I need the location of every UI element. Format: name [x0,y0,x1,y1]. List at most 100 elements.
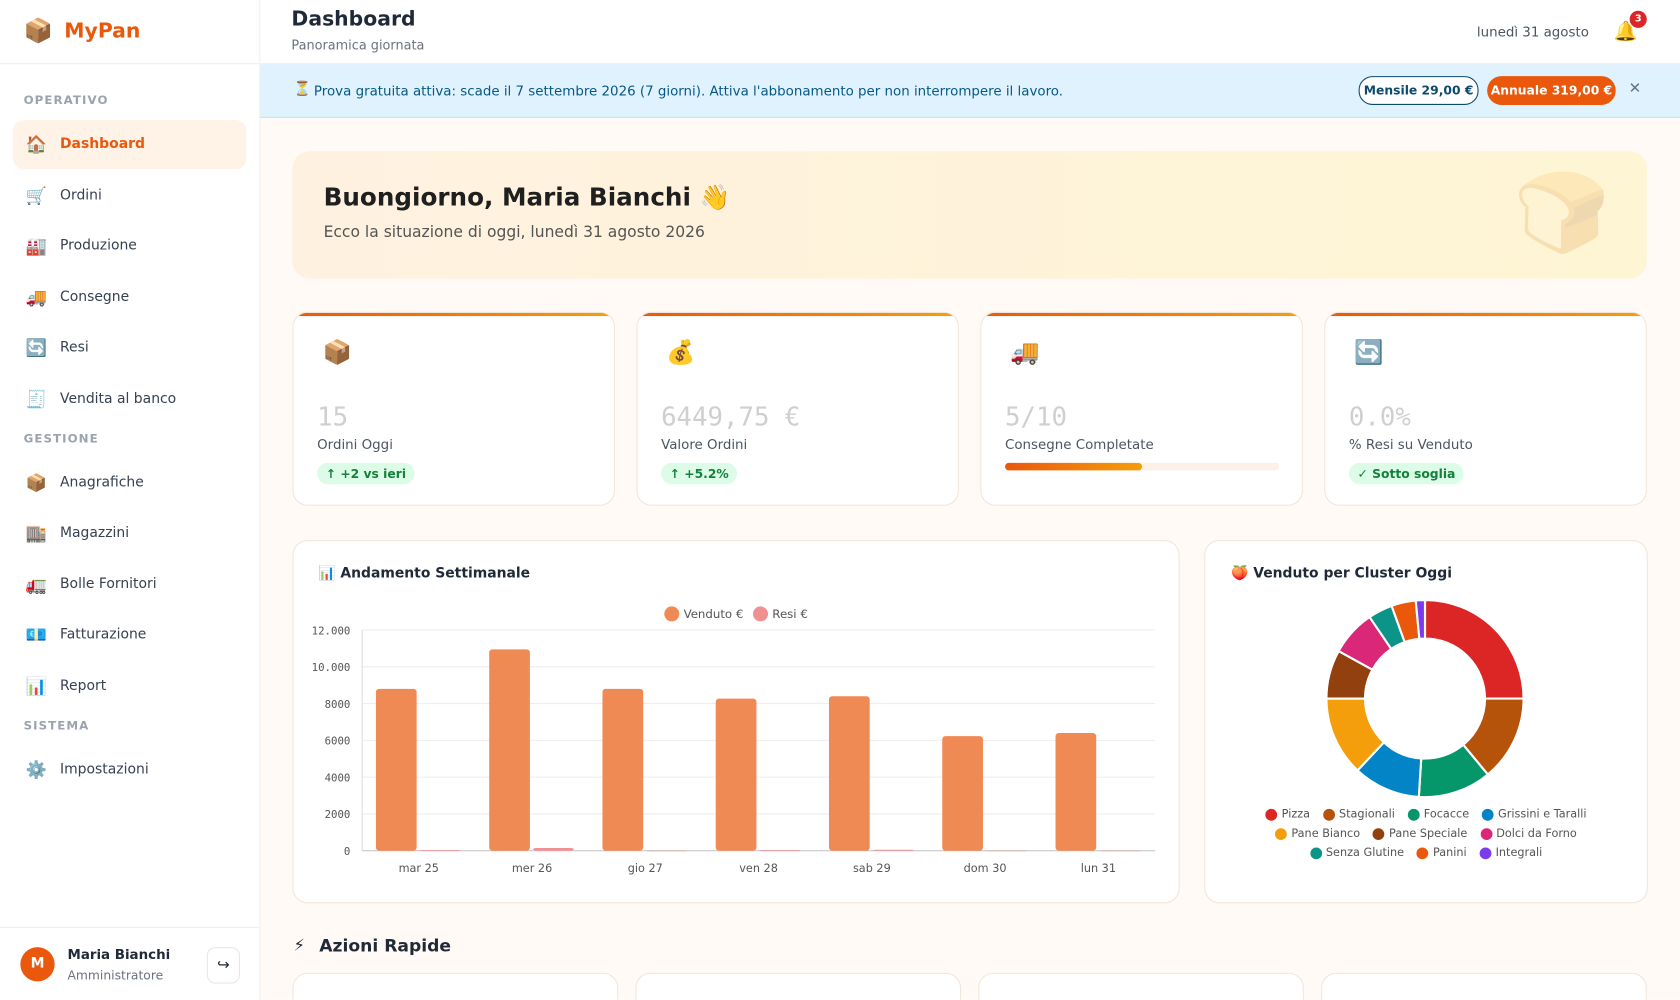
bar [759,849,801,851]
welcome-title: Buongiorno, Maria Bianchi 👋 [323,184,731,213]
stat-accent [981,312,1302,317]
nav-item[interactable]: 📊 Report [13,662,247,711]
stat-badge: ↑ +5.2% [661,462,738,485]
y-tick-label: 4000 [325,771,351,784]
nav-item[interactable]: 🚚 Consegne [13,273,247,322]
bar [489,649,530,851]
nav-item[interactable]: ⚙️ Impostazioni [13,745,247,794]
annual-button[interactable]: Annuale 319,00 € [1487,76,1616,106]
bar [533,847,574,851]
user-name: Maria Bianchi [67,946,171,963]
stat-card: 💰 6449,75 € Valore Ordini ↑ +5.2% [636,311,959,506]
legend-item: Pizza [1265,808,1310,821]
nav-label: Resi [60,340,89,357]
nav-label: Dashboard [60,136,145,153]
pie-card [1204,540,1648,904]
x-tick-label: gio 27 [628,862,663,875]
bell[interactable]: 🔔 [1613,20,1638,43]
nav-icon: 🔄 [25,337,48,359]
bar [828,696,870,851]
logout-button[interactable]: ↪ [206,947,241,984]
nav-label: Vendita al banco [60,391,177,408]
nav-item[interactable]: 🧾 Vendita al banco [13,375,247,424]
nav-icon: 🚛 [25,574,48,595]
legend-swatch [1322,808,1335,821]
brand: MyPan [64,19,141,43]
section-title: GESTIONE [23,431,99,446]
legend-label: Grissini e Taralli [1498,807,1587,821]
nav-item[interactable]: 🔄 Resi [13,324,247,373]
legend-label: Pane Bianco [1291,827,1361,841]
legend-swatch [664,606,680,622]
y-tick-label: 6000 [325,735,351,748]
bar [715,698,757,851]
notification-badge: 3 [1629,10,1647,28]
stat-value: 6449,75 € [661,401,801,432]
nav-label: Anagrafiche [60,474,144,491]
nav-item[interactable]: 🚛 Bolle Fornitori [13,560,247,609]
nav-icon: 🏠 [25,133,48,155]
action-card[interactable] [292,972,619,1000]
legend-label: Pane Speciale [1389,827,1468,841]
stat-label: Ordini Oggi [317,436,393,453]
legend-swatch [1479,846,1492,859]
nav-item[interactable]: 💶 Fatturazione [13,611,247,660]
y-tick-label: 2000 [325,808,351,821]
progress-track [1005,462,1280,471]
nav-label: Consegne [60,289,130,306]
x-tick-label: sab 29 [853,862,891,875]
legend-swatch [1416,846,1429,859]
legend-swatch [1309,846,1322,859]
nav-item[interactable]: 🏭 Produzione [13,222,247,271]
welcome-subtitle: Ecco la situazione di oggi, lunedì 31 ag… [323,223,705,242]
stat-card: 🚚 5/10 Consegne Completate [980,311,1303,506]
nav-icon: 📊 [25,676,48,697]
nav-label: Fatturazione [60,627,147,644]
nav-icon: ⚙️ [25,759,48,780]
stat-accent [1325,312,1646,317]
avatar: M [20,947,55,982]
stat-value: 0.0% [1348,401,1411,432]
nav-label: Report [60,678,107,695]
bar [1055,733,1097,851]
legend-swatch [1481,808,1494,821]
legend-label: Integrali [1495,846,1543,860]
nav-label: Ordini [60,187,102,204]
nav-item[interactable]: 🛒 Ordini [13,171,247,220]
welcome-card: Buongiorno, Maria Bianchi 👋 Ecco la situ… [292,151,1647,279]
close-button[interactable]: ✕ [1628,80,1642,98]
section-title: SISTEMA [23,718,90,733]
section-title: OPERATIVO [23,93,109,108]
pie-slice [1423,598,1525,700]
nav-item[interactable]: 🏬 Magazzini [13,509,247,558]
nav-item[interactable]: 📦 Anagrafiche [13,458,247,507]
legend-swatch [1275,827,1288,840]
action-card[interactable] [635,972,962,1000]
stat-label: Valore Ordini [661,436,748,453]
monthly-button[interactable]: Mensile 29,00 € [1358,76,1479,106]
stat-card: 🔄 0.0% % Resi su Venduto ✓ Sotto soglia [1324,311,1647,506]
page-subtitle: Panoramica giornata [291,37,425,53]
bar [942,736,983,851]
stat-accent [293,312,614,317]
action-card[interactable] [1321,972,1647,1000]
nav-icon: 🚚 [25,286,48,308]
legend-label: Panini [1432,846,1467,860]
nav-item[interactable]: 🏠 Dashboard [12,120,247,170]
decor-icon: 🍞 [1513,167,1610,258]
quick-title: Azioni Rapide [319,935,452,956]
y-tick-label: 8000 [325,698,351,711]
action-card[interactable] [978,972,1304,1000]
nav-label: Magazzini [60,525,130,542]
stat-value: 15 [317,401,349,432]
legend-label: Dolci da Forno [1496,827,1577,841]
nav-label: Bolle Fornitori [60,576,157,593]
stat-icon: 📦 [322,339,352,367]
banner-text: Prova gratuita attiva: scade il 7 settem… [313,82,1064,99]
stat-label: % Resi su Venduto [1348,436,1473,453]
bar [602,688,644,851]
chart-title: 📊 Andamento Settimanale [318,565,530,582]
nav-icon: 🧾 [25,388,48,410]
